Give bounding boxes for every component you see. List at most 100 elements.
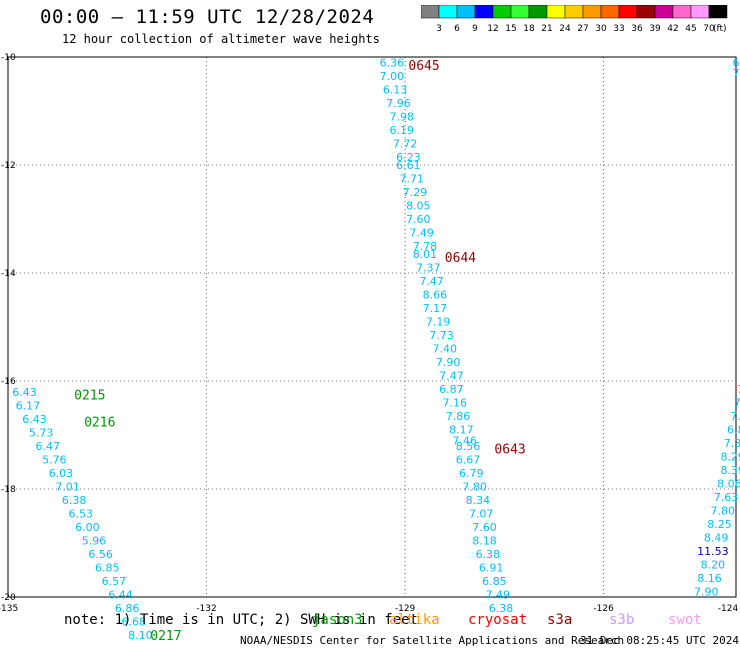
- wave-height-value: 7.17: [423, 302, 448, 315]
- wave-height-value: 8.56: [456, 440, 481, 453]
- wave-height-value: 6: [733, 56, 740, 69]
- wave-height-value: 6.43: [12, 386, 37, 399]
- wave-height-value: 8.29: [720, 451, 740, 464]
- wave-height-value: 7.72: [393, 137, 418, 150]
- wave-height-value: 7.90: [694, 586, 719, 599]
- wave-height-value: 7.44: [730, 410, 740, 423]
- color-scale-tick: 27: [577, 24, 588, 34]
- color-scale-unit: (ft): [713, 24, 727, 34]
- wave-height-value: 6.87: [439, 383, 464, 396]
- wave-height-value: 8.66: [423, 289, 448, 302]
- lat-tick-label: -12: [1, 161, 16, 171]
- credit-line: NOAA/NESDIS Center for Satellite Applica…: [240, 634, 625, 647]
- wave-height-value: 5.96: [82, 534, 107, 547]
- lat-tick-label: -10: [1, 53, 16, 63]
- wave-height-value: 8.39: [720, 464, 740, 477]
- wave-height-value: 7.60: [406, 213, 431, 226]
- color-scale-tick: 36: [631, 24, 643, 34]
- wave-height-value: 6.44: [108, 588, 133, 601]
- wave-height-value: 8.01: [413, 248, 438, 261]
- wave-height-value: 7: [733, 67, 740, 80]
- wave-height-value: 7.73: [429, 329, 454, 342]
- color-scale-tick: 24: [559, 24, 571, 34]
- wave-height-value: 7.80: [462, 480, 487, 493]
- wave-height-value: 7.96: [386, 97, 411, 110]
- wave-height-value: 7.49: [485, 588, 510, 601]
- wave-height-value: 7.16: [442, 397, 467, 410]
- page-title: 00:00 — 11:59 UTC 12/28/2024: [40, 6, 375, 28]
- wave-height-value: 7.63: [714, 491, 739, 504]
- wave-height-value: 6.19: [390, 124, 415, 137]
- wave-height-value: 7.74: [737, 383, 740, 396]
- wave-height-value: 5.73: [29, 426, 54, 439]
- color-scale-tick: 3: [436, 24, 442, 34]
- wave-height-value: 8.49: [704, 532, 729, 545]
- wave-height-value: 6.23: [396, 151, 421, 164]
- wave-height-value: 8.25: [707, 518, 732, 531]
- wave-height-value: 6.61: [396, 159, 421, 172]
- wave-height-value: 7.00: [380, 70, 405, 83]
- wave-height-value: 8.10: [128, 629, 153, 642]
- wave-height-value: 7.47: [419, 275, 444, 288]
- color-scale-tick: 15: [505, 24, 516, 34]
- color-scale-tick: 12: [487, 24, 498, 34]
- color-swatch: [708, 5, 728, 19]
- wave-height-value: 7.37: [416, 262, 441, 275]
- lat-tick-label: -14: [1, 269, 16, 279]
- mission-label-jason3: jason3: [312, 612, 363, 628]
- wave-height-value: 7.19: [426, 316, 451, 329]
- wave-height-value: 7.46: [452, 434, 477, 447]
- wave-height-value: 5.76: [42, 453, 67, 466]
- wave-height-value: 6.43: [22, 413, 47, 426]
- wave-height-value: 11.53: [697, 545, 729, 558]
- wave-height-value: 6.53: [69, 507, 94, 520]
- lon-tick-label: -135: [0, 604, 18, 614]
- wave-height-value: 6.56: [88, 548, 113, 561]
- color-scale-tick: 9: [472, 24, 478, 34]
- wave-height-value: 8.20: [701, 559, 726, 572]
- pass-time-label: 0217: [150, 629, 181, 644]
- wave-height-value: 7.29: [403, 186, 428, 199]
- wave-height-value: 6.67: [456, 453, 481, 466]
- color-scale-tick: 39: [649, 24, 661, 34]
- wave-height-value: 8.17: [449, 424, 474, 437]
- wave-height-value: 8.05: [406, 200, 431, 213]
- wave-height-value: 6.86: [115, 602, 140, 615]
- mission-label-s3a: s3a: [547, 612, 573, 628]
- wave-height-value: 6.38: [62, 494, 87, 507]
- lon-tick-label: -124: [718, 604, 739, 614]
- pass-time-label: 0643: [494, 443, 525, 458]
- wave-height-value: 7.98: [390, 110, 415, 123]
- color-scale-tick: 33: [613, 24, 624, 34]
- footer-note: note: 1) Time is in UTC; 2) SWH is in fe…: [64, 612, 419, 628]
- wave-height-value: 6.85: [482, 575, 507, 588]
- generated-timestamp: 31 Dec 08:25:45 UTC 2024: [580, 634, 739, 647]
- page-subtitle: 12 hour collection of altimeter wave hei…: [62, 32, 380, 46]
- mission-label-swot: swot: [668, 612, 702, 628]
- lon-tick-label: -126: [593, 604, 614, 614]
- mission-label-s3b: s3b: [609, 612, 635, 628]
- lat-tick-label: -18: [1, 485, 16, 495]
- wave-height-value: 6.13: [383, 83, 408, 96]
- color-scale-tick: 30: [595, 24, 607, 34]
- pass-time-label: 0216: [84, 416, 115, 431]
- pass-time-label: 0215: [74, 389, 105, 404]
- wave-height-value: 6.36: [380, 56, 405, 69]
- wave-height-value: 7.47: [439, 370, 464, 383]
- wave-height-value: 7.35: [724, 437, 740, 450]
- wave-height-value: 7.86: [446, 410, 471, 423]
- pass-time-label: 0644: [445, 251, 476, 266]
- color-scale-tick: 18: [523, 24, 535, 34]
- wave-height-value: 8.34: [466, 494, 491, 507]
- wave-height-value: 7.60: [472, 521, 497, 534]
- wave-height-value: 6.38: [476, 548, 501, 561]
- wave-height-value: 7.80: [711, 505, 736, 518]
- color-scale-tick: 42: [667, 24, 678, 34]
- lon-tick-label: -132: [196, 604, 216, 614]
- map-frame: [7, 56, 737, 598]
- wave-height-value: 6.47: [35, 440, 60, 453]
- color-scale-legend: 3 6 9 12 15 18 21 24 27 30 33 36 39 42 45 70(ft): [421, 5, 728, 34]
- wave-height-value: 8.06: [717, 478, 740, 491]
- lon-tick-label: -129: [395, 604, 416, 614]
- wave-height-value: 6.68: [121, 615, 146, 628]
